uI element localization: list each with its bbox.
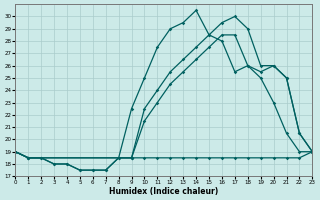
X-axis label: Humidex (Indice chaleur): Humidex (Indice chaleur) — [109, 187, 219, 196]
